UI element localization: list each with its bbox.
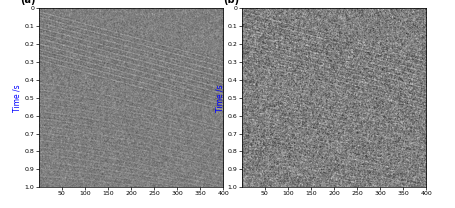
Text: (b): (b) xyxy=(223,0,239,5)
Y-axis label: Time /s: Time /s xyxy=(13,84,22,111)
Y-axis label: Time /s: Time /s xyxy=(215,84,224,111)
Text: (a): (a) xyxy=(20,0,35,5)
